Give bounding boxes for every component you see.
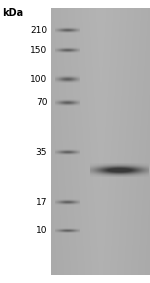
- Text: 35: 35: [36, 148, 47, 157]
- Text: kDa: kDa: [2, 8, 23, 18]
- Text: 10: 10: [36, 226, 47, 235]
- Text: 150: 150: [30, 46, 47, 55]
- Text: 70: 70: [36, 98, 47, 107]
- Text: 17: 17: [36, 198, 47, 207]
- Text: 210: 210: [30, 26, 47, 35]
- Text: 100: 100: [30, 75, 47, 84]
